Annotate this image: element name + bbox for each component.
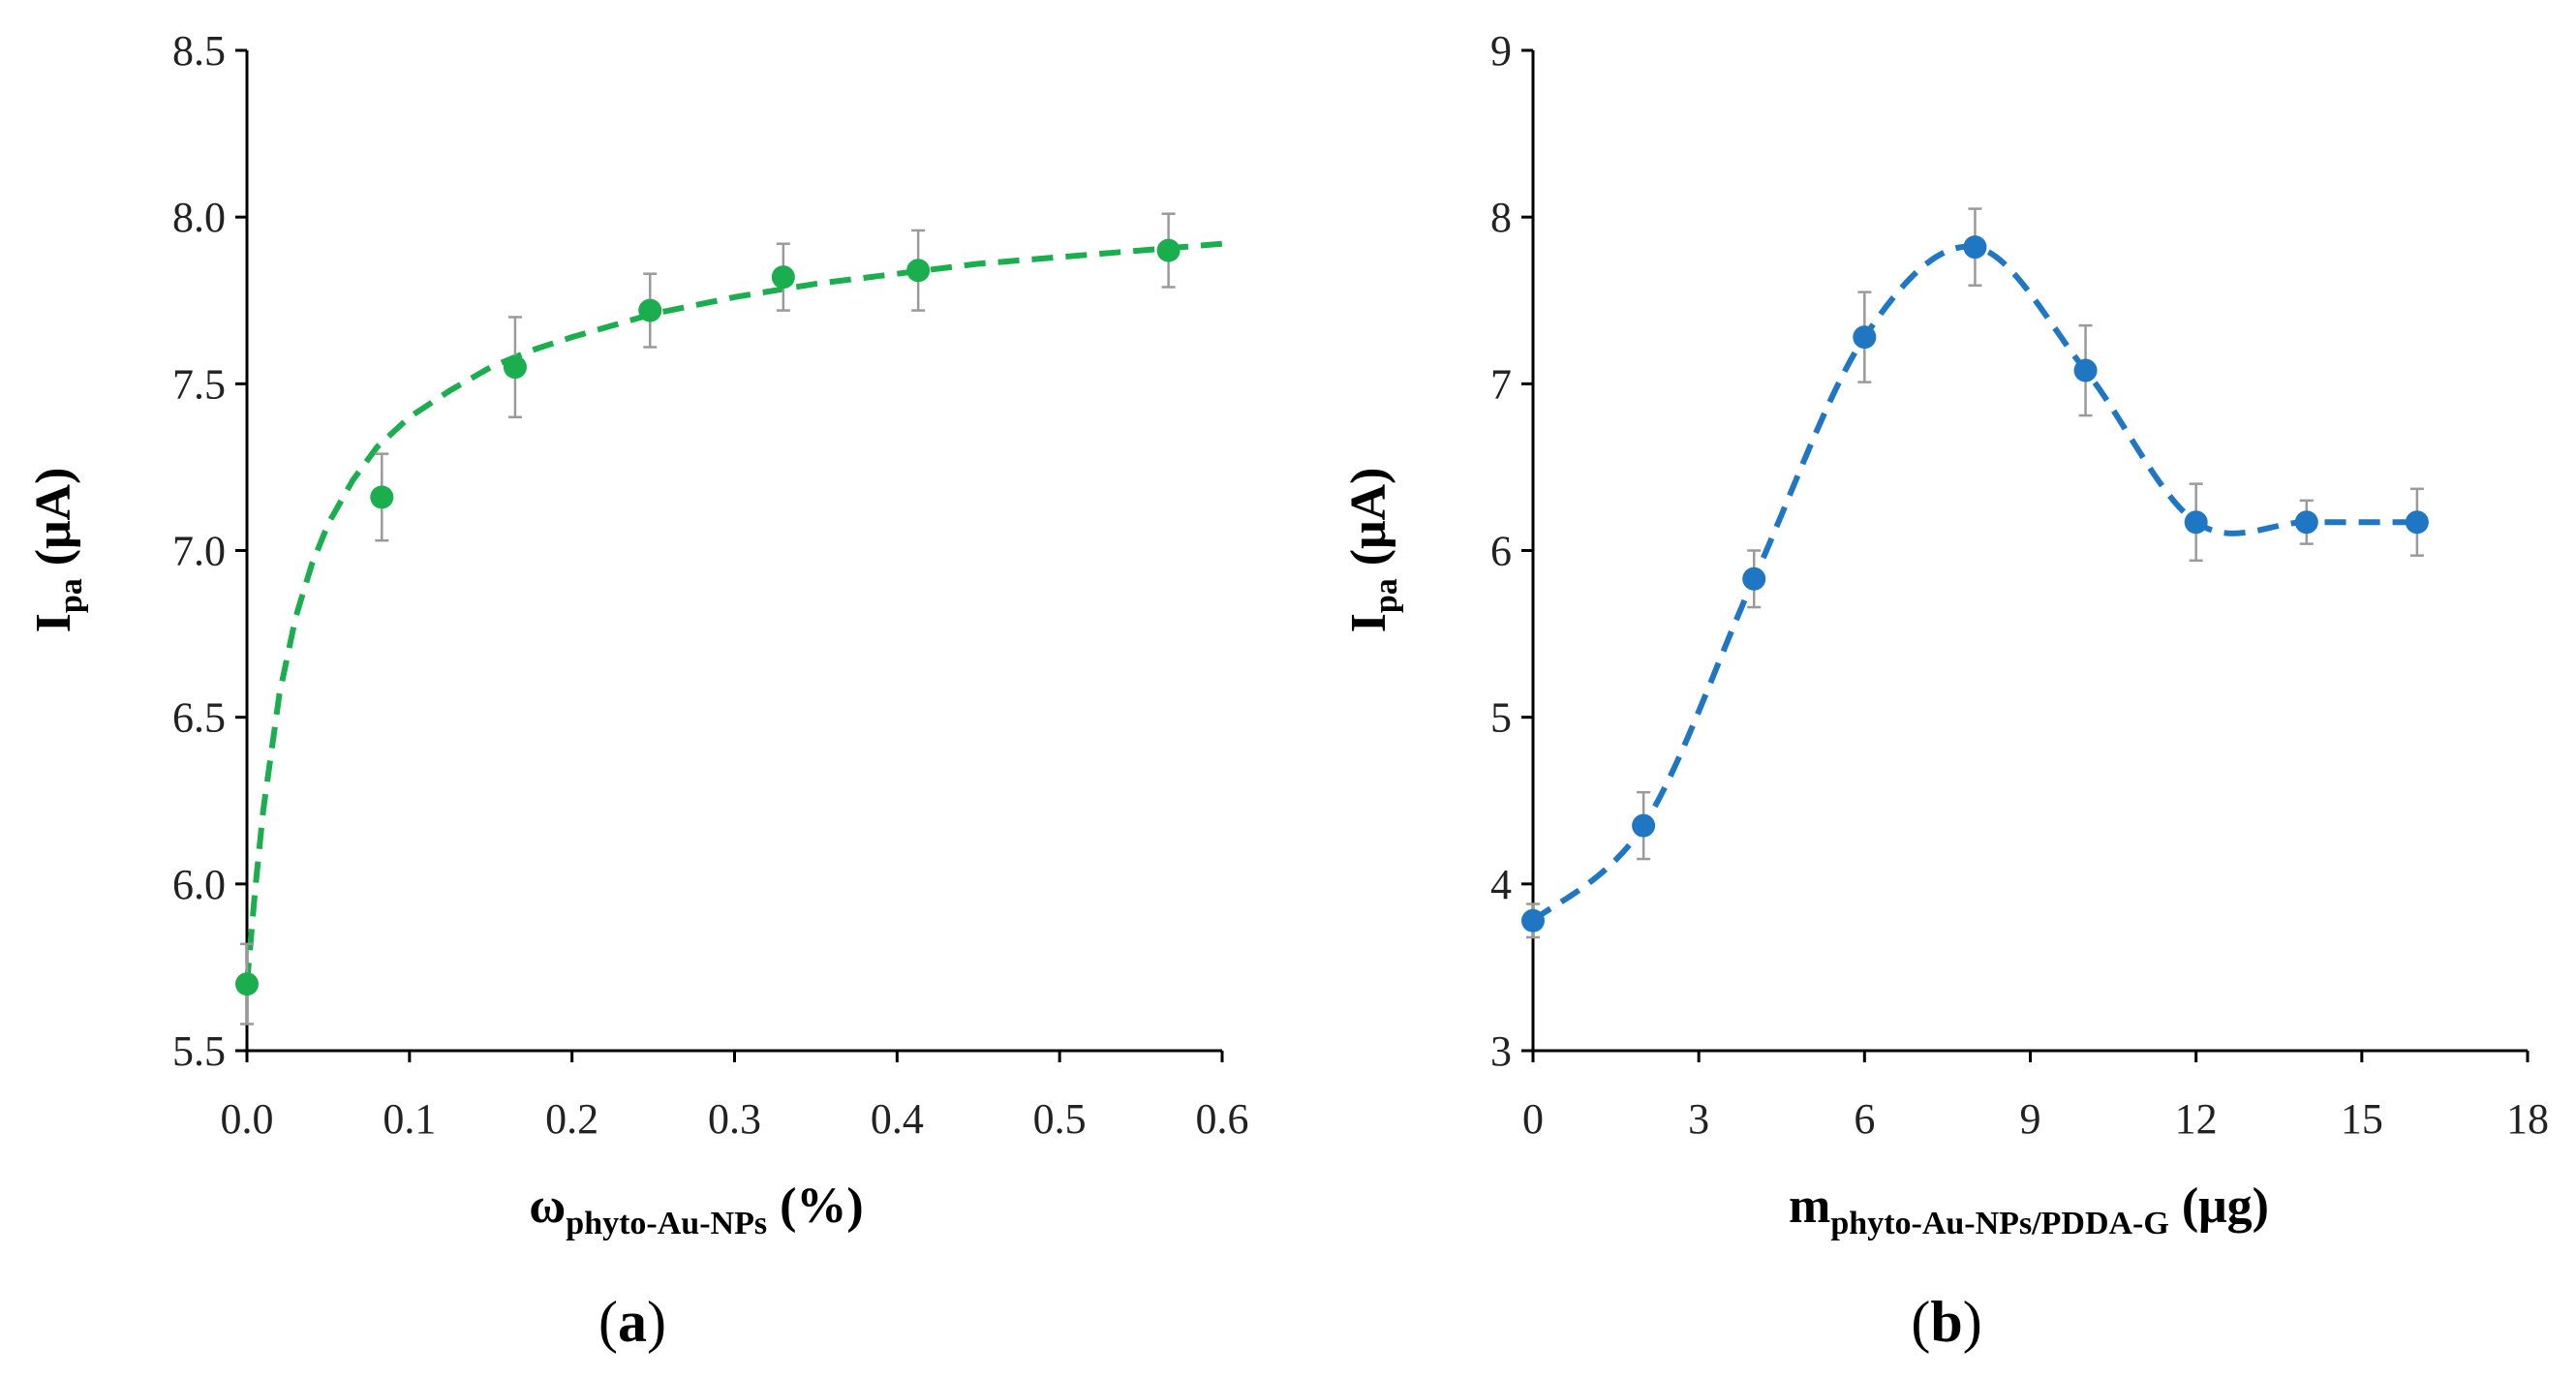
panel-a-data-point [906, 259, 931, 283]
panel-b-y-tick-label: 7 [1490, 360, 1512, 408]
panel-a-y-axis-title: Ipa (μA) [26, 468, 89, 633]
panel-a-y-tick-label: 6.5 [172, 694, 226, 742]
panel-a-x-tick-label: 0.2 [545, 1095, 598, 1143]
panel-b-x-tick-label: 3 [1688, 1095, 1709, 1143]
panel-b-data-point [1963, 235, 1987, 260]
panel-b-x-tick-label: 9 [2020, 1095, 2041, 1143]
panel-b-y-title-unit: (μA) [1341, 468, 1396, 579]
panel-a-y-tick-label: 5.5 [172, 1027, 226, 1075]
panel-b-data-point [2073, 358, 2098, 383]
panel-a-data-point [638, 298, 662, 322]
chart-panel-a: 5.5 6.0 6.5 7.0 7.5 8.0 8.5 0.0 0.1 0.2 0.3 0.4 0.5 0… [26, 27, 1249, 1354]
panel-a-y-tick-label: 8.5 [172, 27, 226, 75]
panel-a-data-point [1156, 238, 1181, 262]
panel-a-x-tick-label: 0.5 [1033, 1095, 1087, 1143]
panel-b-letter: b [1930, 1290, 1962, 1354]
panel-a-y-tick-label: 8.0 [172, 194, 226, 241]
panel-b-label: (b) [1911, 1290, 1981, 1354]
panel-a-x-title-unit: (%) [767, 1179, 864, 1234]
panel-a-x-title-main: ω [529, 1179, 566, 1234]
panel-b-x-tick-label: 6 [1854, 1095, 1875, 1143]
panel-b-y-tick-label: 8 [1490, 194, 1512, 241]
panel-a-data-point [503, 355, 527, 380]
panel-b-y-tick-label: 4 [1490, 861, 1512, 908]
panel-a-y-tick-label: 7.5 [172, 360, 226, 408]
panel-b-x-title-sub: phyto-Au-NPs/PDDA-G [1830, 1206, 2168, 1241]
panel-a-x-tick-label: 0.3 [708, 1095, 761, 1143]
panel-b-x-title-unit: (μg) [2169, 1179, 2269, 1234]
panel-a-x-title-sub: phyto-Au-NPs [566, 1206, 767, 1241]
panel-a-y-title-main: I [26, 613, 81, 632]
panel-b-data-point [1521, 908, 1545, 933]
panel-b-x-axis-title: mphyto-Au-NPs/PDDA-G (μg) [1789, 1179, 2269, 1241]
panel-a-data-point [235, 972, 259, 996]
panel-a-x-tick-label: 0.0 [221, 1095, 274, 1143]
panel-b-x-tick-label: 15 [2341, 1095, 2383, 1143]
panel-b-data-point [2184, 510, 2208, 535]
panel-a-fit-curve [244, 240, 1223, 985]
panel-b-data-point [2405, 510, 2429, 535]
panel-b-y-tick-label: 6 [1490, 528, 1512, 575]
panel-a-y-tick-label: 7.0 [172, 528, 226, 575]
panel-a-y-title-unit: (μA) [26, 468, 81, 579]
panel-b-x-tick-label: 18 [2506, 1095, 2549, 1143]
panel-a-y-tick-label: 6.0 [172, 861, 226, 908]
panel-b-data-point [1632, 813, 1656, 838]
panel-b-x-tick-label: 12 [2175, 1095, 2218, 1143]
panel-b-y-title-main: I [1341, 613, 1396, 632]
panel-b-y-axis-title: Ipa (μA) [1341, 468, 1404, 633]
panel-a-x-tick-label: 0.6 [1196, 1095, 1249, 1143]
panel-b-data-point [1853, 325, 1877, 350]
panel-a-y-title-sub: pa [53, 578, 89, 613]
panel-b-x-title-main: m [1789, 1179, 1830, 1234]
panel-b-y-title-sub: pa [1368, 578, 1404, 613]
panel-b-y-tick-label: 9 [1490, 27, 1512, 75]
panel-a-x-tick-label: 0.4 [871, 1095, 924, 1143]
panel-b-data-point [2294, 510, 2318, 535]
panel-a-data-point [370, 485, 394, 509]
panel-b-y-tick-label: 3 [1490, 1027, 1512, 1075]
panel-a-x-tick-label: 0.1 [383, 1095, 436, 1143]
panel-b-fit-curve [1531, 243, 2417, 924]
panel-b-data-point [1742, 567, 1766, 591]
panel-a-x-axis-title: ωphyto-Au-NPs (%) [529, 1179, 863, 1241]
panel-a-data-point [771, 265, 795, 290]
panel-a-letter: a [618, 1290, 647, 1354]
panel-b-x-tick-label: 0 [1522, 1095, 1544, 1143]
panel-a-label: (a) [598, 1290, 666, 1354]
panel-b-y-tick-label: 5 [1490, 694, 1512, 742]
